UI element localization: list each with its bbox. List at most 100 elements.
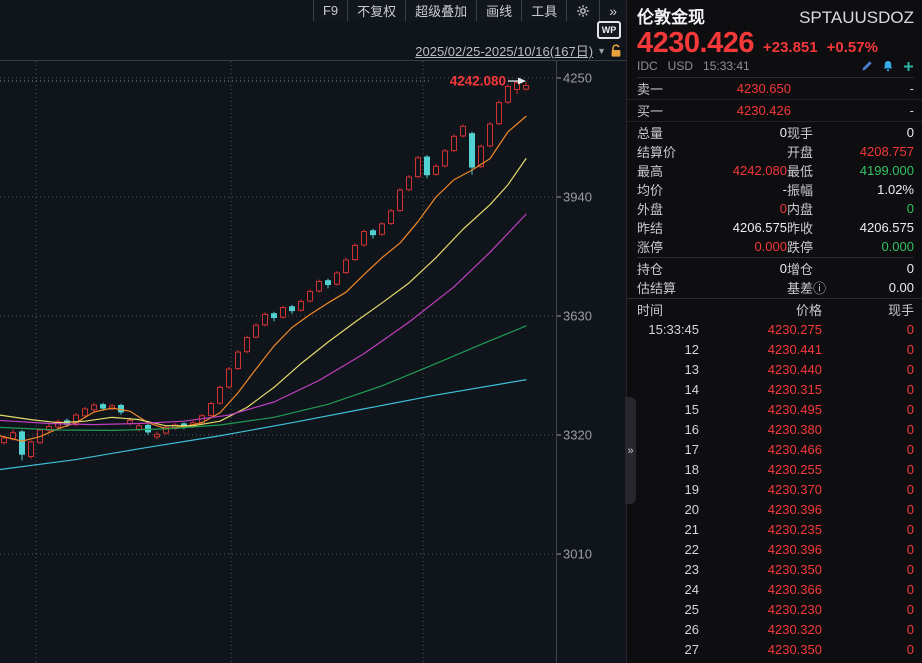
stat-value: 0 <box>779 261 787 277</box>
chart-toolbar: F9 不复权 超级叠加 画线 工具 » <box>312 0 626 21</box>
tick-row[interactable]: 13 4230.440 0 <box>627 359 922 379</box>
tick-row[interactable]: 21 4230.235 0 <box>627 519 922 539</box>
tick-volume: 0 <box>906 381 914 397</box>
high-price-annotation: 4242.080 <box>450 74 506 89</box>
quote-currency: USD <box>667 59 694 74</box>
tick-header-time: 时间 <box>637 302 664 318</box>
tick-row[interactable]: 25 4230.230 0 <box>627 599 922 619</box>
tick-price: 4230.440 <box>767 361 822 377</box>
y-axis-label: 3010 <box>563 547 592 562</box>
ma-mid1-line <box>0 158 527 427</box>
tick-list[interactable]: 15:33:45 4230.275 0 12 4230.441 0 13 4230.440 0 1… <box>627 319 922 659</box>
tick-row[interactable]: 18 4230.255 0 <box>627 459 922 479</box>
tick-row[interactable]: 27 4230.350 0 <box>627 639 922 659</box>
stat-label: 总量 <box>637 126 664 142</box>
tick-row[interactable]: 14 4230.315 0 <box>627 379 922 399</box>
tick-volume: 0 <box>906 501 914 517</box>
tick-price: 4230.320 <box>767 621 822 637</box>
plus-icon[interactable] <box>903 61 914 72</box>
y-axis-label: 3940 <box>563 190 592 205</box>
price-change-percent: +0.57% <box>826 39 878 56</box>
bid-label: 买一 <box>637 104 664 120</box>
stat-label: 持仓 <box>637 262 664 278</box>
tick-price: 4230.396 <box>767 501 822 517</box>
tick-volume: 0 <box>906 561 914 577</box>
stat-label: 最高 <box>637 164 664 180</box>
quote-panel: 伦敦金现 SPTAUUSDOZ 4230.426 +23.851 +0.57% … <box>626 0 922 663</box>
gear-icon[interactable] <box>566 0 599 21</box>
stat-label: 结算价 <box>637 145 677 161</box>
stat-value: 0 <box>906 201 914 217</box>
ask-row[interactable]: 卖一 4230.650 - <box>627 78 922 101</box>
arrow-right-icon <box>518 77 526 85</box>
stat-label: 昨结 <box>637 221 664 237</box>
tick-row[interactable]: 16 4230.380 0 <box>627 419 922 439</box>
toolbar-button-画线[interactable]: 画线 <box>476 0 521 21</box>
stat-label: 基差ⓘ <box>787 281 827 297</box>
bid-volume: - <box>909 103 914 119</box>
tick-price: 4230.380 <box>767 421 822 437</box>
tick-volume: 0 <box>906 521 914 537</box>
tick-header-volume: 现手 <box>887 302 914 318</box>
ma-mid2-line <box>0 213 527 426</box>
toolbar-button-F9[interactable]: F9 <box>312 0 347 21</box>
tick-volume: 0 <box>906 341 914 357</box>
tick-volume: 0 <box>906 481 914 497</box>
bell-icon[interactable] <box>882 60 894 72</box>
tick-row[interactable]: 15 4230.495 0 <box>627 399 922 419</box>
tick-volume: 0 <box>906 441 914 457</box>
ask-volume: - <box>909 81 914 97</box>
quote-stat-row: 昨结 4206.575 昨收 4206.575 <box>637 218 914 237</box>
tick-price: 4230.441 <box>767 341 822 357</box>
lock-open-icon[interactable] <box>610 43 622 58</box>
tick-row[interactable]: 22 4230.396 0 <box>627 539 922 559</box>
tick-row[interactable]: 15:33:45 4230.275 0 <box>627 319 922 339</box>
stat-label: 跌停 <box>787 240 814 256</box>
quote-source: IDC <box>637 59 658 74</box>
tick-volume: 0 <box>906 541 914 557</box>
quote-stat-row: 外盘 0 内盘 0 <box>637 199 914 218</box>
candlestick-chart[interactable]: 4250 3940 3630 3320 3010 4242.080 <box>0 0 626 663</box>
ask-price: 4230.650 <box>736 81 791 97</box>
tick-list-header: 时间 价格 现手 <box>627 298 922 319</box>
stat-label: 外盘 <box>637 202 664 218</box>
stat-label: 开盘 <box>787 145 814 161</box>
tick-row[interactable]: 19 4230.370 0 <box>627 479 922 499</box>
tick-row[interactable]: 24 4230.366 0 <box>627 579 922 599</box>
tick-time: 12 <box>684 341 699 357</box>
tick-price: 4230.235 <box>767 521 822 537</box>
tick-price: 4230.275 <box>767 321 822 337</box>
stat-label: 均价 <box>637 183 664 199</box>
tick-price: 4230.350 <box>767 641 822 657</box>
pencil-icon[interactable] <box>861 60 873 72</box>
date-range-selector[interactable]: 2025/02/25-2025/10/16(167日) <box>415 44 594 59</box>
toolbar-more-icon[interactable]: » <box>599 0 626 21</box>
price-change: +23.851 <box>762 39 818 56</box>
quote-header: 伦敦金现 SPTAUUSDOZ 4230.426 +23.851 +0.57% … <box>627 0 922 79</box>
bid-price: 4230.426 <box>736 103 791 119</box>
tick-time: 26 <box>684 621 699 637</box>
tick-row[interactable]: 20 4230.396 0 <box>627 499 922 519</box>
toolbar-button-工具[interactable]: 工具 <box>521 0 566 21</box>
last-price: 4230.426 <box>637 27 754 59</box>
chevron-down-icon[interactable]: ▼ <box>597 45 606 56</box>
tick-time: 24 <box>684 581 699 597</box>
stat-label: 振幅 <box>787 183 814 199</box>
tick-row[interactable]: 17 4230.466 0 <box>627 439 922 459</box>
tick-row[interactable]: 12 4230.441 0 <box>627 339 922 359</box>
tick-time: 16 <box>684 421 699 437</box>
stat-label: 估结算 <box>637 281 677 297</box>
panel-expand-tab[interactable]: » <box>625 397 636 504</box>
toolbar-button-超级叠加[interactable]: 超级叠加 <box>405 0 476 21</box>
tick-time: 18 <box>684 461 699 477</box>
date-range-row: 2025/02/25-2025/10/16(167日) ▼ <box>415 41 622 60</box>
tick-row[interactable]: 26 4230.320 0 <box>627 619 922 639</box>
wp-window-button[interactable]: WP <box>597 21 621 39</box>
toolbar-button-不复权[interactable]: 不复权 <box>347 0 405 21</box>
bid-row[interactable]: 买一 4230.426 - <box>627 100 922 123</box>
tick-time: 25 <box>684 601 699 617</box>
y-axis-label: 4250 <box>563 71 592 86</box>
quote-time: 15:33:41 <box>703 59 750 74</box>
tick-row[interactable]: 23 4230.350 0 <box>627 559 922 579</box>
